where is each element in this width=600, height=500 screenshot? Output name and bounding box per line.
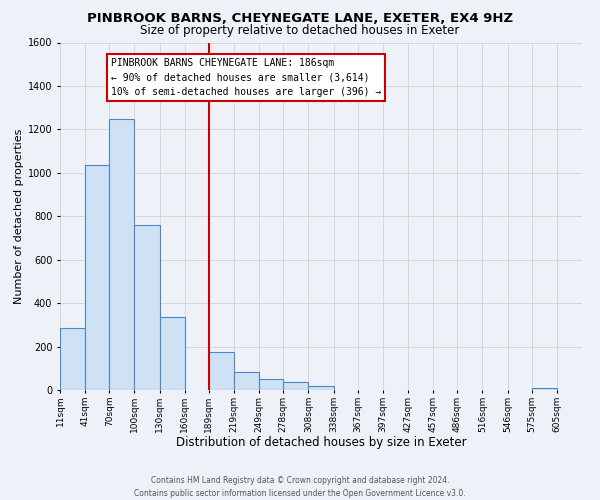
Bar — [209, 352, 234, 390]
X-axis label: Distribution of detached houses by size in Exeter: Distribution of detached houses by size … — [176, 436, 466, 449]
Bar — [283, 382, 308, 390]
Bar — [60, 328, 85, 390]
Text: PINBROOK BARNS CHEYNEGATE LANE: 186sqm
← 90% of detached houses are smaller (3,6: PINBROOK BARNS CHEYNEGATE LANE: 186sqm ←… — [111, 58, 381, 98]
Y-axis label: Number of detached properties: Number of detached properties — [14, 128, 23, 304]
Bar — [134, 225, 160, 390]
Bar — [308, 386, 334, 390]
Bar — [259, 379, 283, 390]
Text: Contains HM Land Registry data © Crown copyright and database right 2024.
Contai: Contains HM Land Registry data © Crown c… — [134, 476, 466, 498]
Bar — [234, 372, 259, 390]
Bar — [160, 317, 185, 390]
Text: Size of property relative to detached houses in Exeter: Size of property relative to detached ho… — [140, 24, 460, 37]
Bar — [532, 388, 557, 390]
Text: PINBROOK BARNS, CHEYNEGATE LANE, EXETER, EX4 9HZ: PINBROOK BARNS, CHEYNEGATE LANE, EXETER,… — [87, 12, 513, 26]
Bar — [85, 165, 109, 390]
Bar — [109, 118, 134, 390]
